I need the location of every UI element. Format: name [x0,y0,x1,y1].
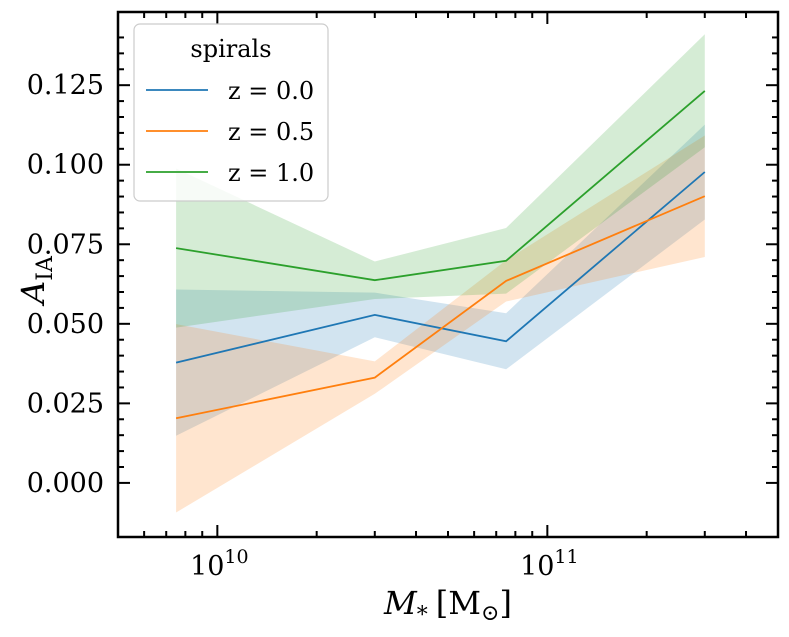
y-tick-label-4: 0.100 [27,150,104,181]
x-axis-symbol: M [383,584,418,622]
legend-label-1: z = 0.5 [228,118,314,146]
y-tick-label-0: 0.000 [27,468,104,499]
x-axis-label: M* [M⊙] [383,584,512,628]
legend-label-2: z = 1.0 [228,159,314,187]
legend-entries: z = 0.0 z = 0.5 z = 1.0 [146,77,314,187]
band-series-2 [176,34,705,328]
line-series-2 [175,90,706,282]
line-series-0 [175,171,706,364]
y-tick-label-5: 0.125 [27,70,104,101]
x-tick-label-1: 1011 [520,546,579,582]
x-tick-labels: 1010 1011 [190,546,579,582]
x-tick-label-0: 1010 [190,546,249,582]
legend-title: spirals [190,35,271,63]
x-axis-unit-sun: ⊙ [481,601,499,626]
y-tick-label-1: 0.025 [27,388,104,419]
series-lines [175,90,706,420]
x-axis-subscript: * [417,603,428,628]
legend: spirals z = 0.0 z = 0.5 z = 1.0 [133,23,329,202]
x-axis-unit-open: [M [436,584,481,622]
y-tick-label-3: 0.075 [27,229,104,260]
y-axis-symbol: A [14,281,52,307]
y-tick-label-2: 0.050 [27,309,104,340]
legend-box [133,23,329,202]
legend-label-0: z = 0.0 [228,77,314,105]
y-axis-subscript: IA [33,255,58,281]
plot-frame [116,10,780,539]
band-series-0 [176,124,705,436]
band-series-1 [176,135,705,513]
line-series-1 [175,195,706,420]
x-axis-unit-close: ] [499,584,511,622]
y-axis-label: AIA [14,255,58,307]
y-tick-labels: 0.000 0.025 0.050 0.075 0.100 0.125 [27,70,104,499]
confidence-bands [176,34,705,513]
